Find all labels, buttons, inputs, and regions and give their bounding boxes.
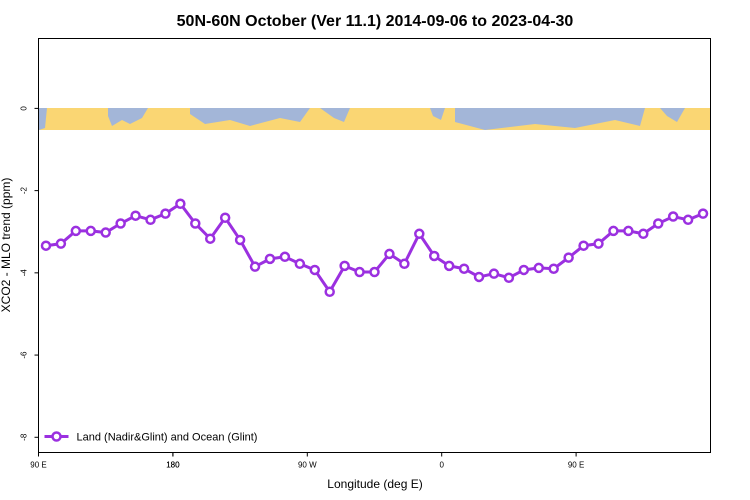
data-point [175, 198, 186, 210]
data-point [70, 225, 82, 237]
x-tick-label: 90 E [568, 461, 584, 470]
data-point [249, 261, 261, 272]
x-tick-label: 180 [166, 461, 180, 470]
data-point [399, 258, 410, 270]
data-point [40, 240, 52, 251]
data-point [204, 233, 216, 244]
x-tick-label: 0 [439, 461, 444, 470]
data-point [623, 225, 634, 237]
map-band [39, 108, 710, 130]
data-point [384, 248, 395, 260]
data-point [264, 253, 276, 265]
data-point [414, 228, 425, 240]
y-axis-label: XCO2 - MLO trend (ppm) [0, 178, 13, 313]
y-tick-label: -2 [20, 187, 29, 195]
x-axis-label: Longitude (deg E) [327, 477, 422, 491]
data-point [309, 264, 321, 276]
x-tick-label: 90 W [298, 461, 317, 470]
data-point [503, 272, 515, 284]
legend-label: Land (Nadir&Glint) and Ocean (Glint) [77, 432, 258, 444]
data-point [234, 234, 246, 246]
data-point [488, 268, 500, 279]
x-tick-label: 180 [166, 461, 180, 470]
data-point [638, 228, 649, 240]
data-point [294, 258, 306, 270]
data-point [145, 214, 156, 226]
data-point [578, 240, 589, 251]
data-point [667, 211, 679, 222]
data-point [190, 218, 201, 229]
data-point [279, 251, 291, 263]
data-point [160, 208, 171, 219]
data-point [219, 212, 231, 223]
data-point [473, 271, 485, 283]
legend-marker [51, 431, 62, 442]
data-point [682, 214, 694, 226]
data-point [593, 238, 604, 249]
data-point [369, 266, 380, 278]
data-point [563, 252, 574, 263]
data-point [533, 262, 545, 274]
data-point [85, 225, 97, 237]
data-point [324, 286, 335, 298]
plot-frame [38, 38, 711, 453]
data-point [130, 210, 141, 221]
series-line [45, 201, 704, 295]
chart-title: 50N-60N October (Ver 11.1) 2014-09-06 to… [177, 13, 574, 30]
data-point [518, 264, 530, 276]
y-tick-label: 0 [20, 106, 29, 111]
data-point [608, 225, 619, 237]
data-point [652, 218, 664, 229]
data-point [55, 238, 67, 249]
y-tick-label: -6 [20, 351, 29, 359]
data-point [115, 218, 126, 229]
y-tick-label: -8 [20, 433, 29, 441]
data-point [697, 208, 709, 219]
y-tick-label: -4 [20, 269, 29, 277]
data-point [548, 263, 559, 274]
x-tick-label: 90 E [30, 461, 46, 470]
data-point [100, 227, 111, 238]
data-point [339, 260, 350, 272]
data-point [443, 260, 455, 272]
data-point [354, 266, 365, 278]
data-point [458, 263, 470, 274]
data-point [428, 250, 440, 262]
